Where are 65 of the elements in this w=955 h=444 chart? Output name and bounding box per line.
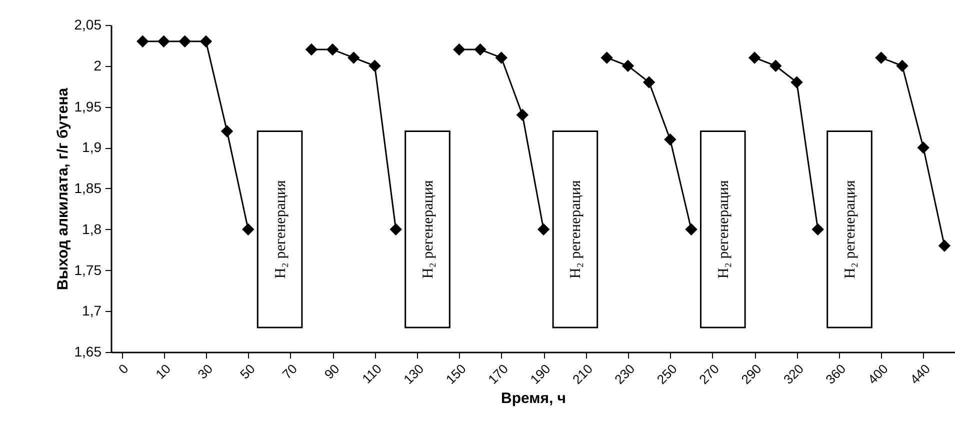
- y-axis-title: Выход алкилата, г/г бутена: [54, 87, 72, 290]
- y-tick-label: 1,85: [74, 180, 102, 196]
- y-tick-label: 2,05: [74, 16, 102, 32]
- point: [938, 240, 951, 252]
- point: [748, 52, 761, 64]
- point: [178, 35, 191, 48]
- point: [220, 125, 234, 138]
- point: [770, 60, 782, 72]
- x-tick-label: 400: [864, 361, 891, 388]
- point: [242, 223, 254, 236]
- x-tick-label: 170: [485, 361, 512, 388]
- y-tick-label: 1,8: [82, 220, 102, 237]
- x-tick-label: 50: [237, 361, 258, 382]
- x-axis-title: Время, ч: [500, 390, 566, 408]
- x-tick-label: 30: [194, 361, 216, 382]
- point: [642, 76, 656, 88]
- annotation: H₂ регенерация: [420, 180, 436, 279]
- x-tick-label: 70: [279, 361, 300, 382]
- point: [136, 35, 149, 48]
- x-tick-label: 440: [907, 361, 934, 388]
- point: [305, 43, 318, 56]
- x-tick-label: 210: [569, 361, 596, 388]
- point: [453, 43, 466, 56]
- point: [622, 60, 634, 72]
- x-tick-label: 10: [152, 361, 174, 382]
- point: [368, 60, 381, 72]
- x-tick-label: 230: [612, 361, 638, 388]
- point: [812, 223, 824, 236]
- annotation: H₂ регенерация: [568, 180, 584, 279]
- x-tick-label: 250: [654, 361, 680, 388]
- x-tick-label: 130: [400, 361, 427, 388]
- point: [875, 52, 888, 64]
- point: [790, 76, 803, 88]
- point: [200, 35, 212, 48]
- x-tick-label: 290: [738, 361, 764, 388]
- point: [896, 60, 908, 72]
- point: [537, 223, 550, 236]
- annotation: H₂ регенерация: [716, 180, 732, 279]
- y-tick-label: 1,7: [82, 302, 102, 319]
- x-tick-label: 190: [527, 361, 554, 388]
- point: [348, 52, 360, 64]
- point: [495, 52, 508, 64]
- point: [600, 52, 613, 64]
- x-tick-label: 0: [116, 361, 132, 377]
- y-tick-label: 1,95: [74, 98, 102, 114]
- y-tick-label: 1,9: [82, 139, 102, 156]
- x-tick-label: 150: [442, 361, 469, 388]
- point: [326, 43, 339, 56]
- point: [664, 133, 676, 146]
- annotation: H₂ регенерация: [842, 180, 858, 279]
- y-tick-label: 1,65: [74, 344, 102, 360]
- x-tick-label: 320: [780, 361, 806, 388]
- y-tick-label: 1,75: [74, 262, 102, 278]
- x-tick-label: 360: [822, 361, 849, 388]
- annotation: H₂ регенерация: [272, 180, 289, 279]
- x-tick-label: 270: [696, 361, 722, 388]
- point: [474, 43, 486, 56]
- point: [917, 142, 930, 154]
- point: [516, 108, 529, 122]
- point: [685, 223, 698, 236]
- point: [390, 223, 402, 236]
- y-tick-label: 2: [94, 57, 102, 74]
- x-tick-label: 110: [359, 361, 384, 386]
- x-tick-label: 90: [321, 361, 342, 382]
- point: [158, 35, 170, 48]
